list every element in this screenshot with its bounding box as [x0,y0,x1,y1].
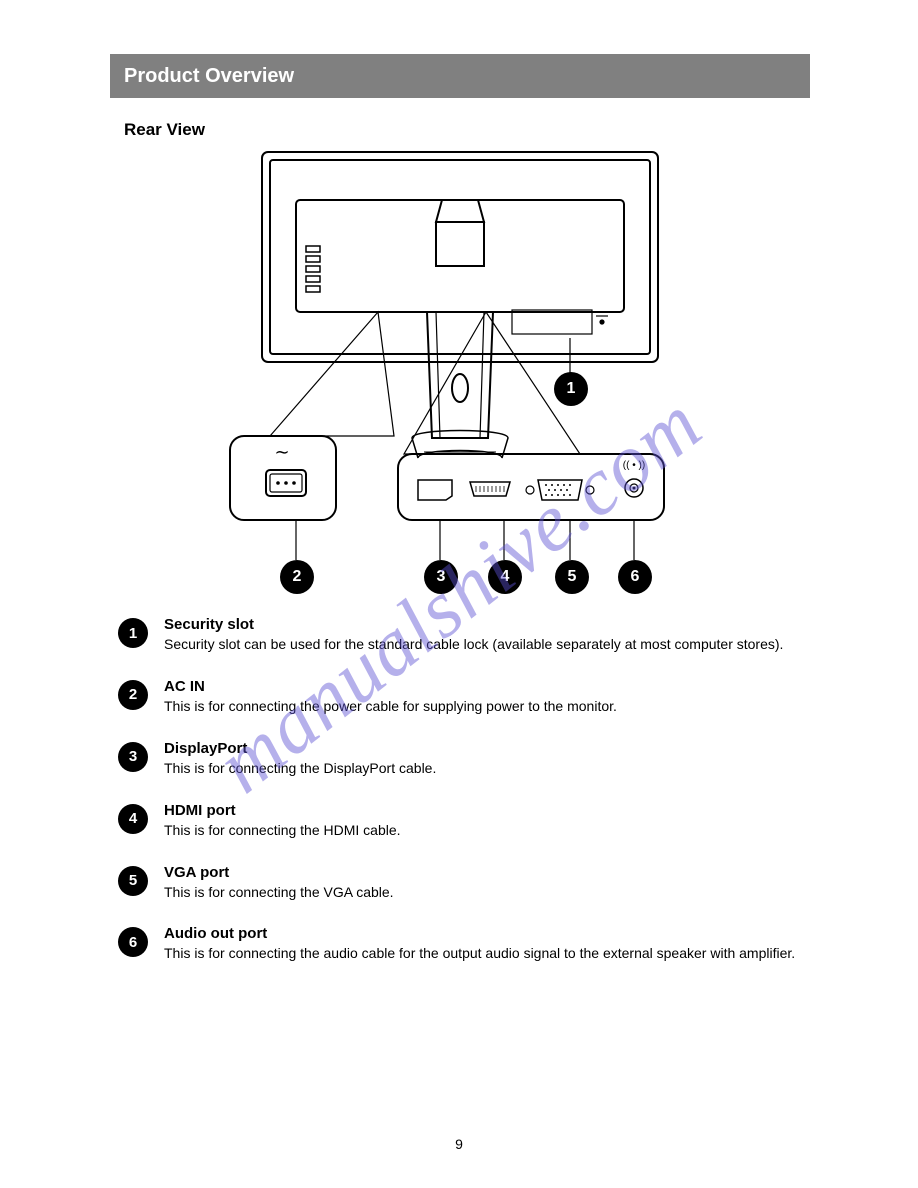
callout-2: 2 [280,560,314,594]
list-item-num: 1 [118,618,148,648]
list-item-num: 5 [118,866,148,896]
list-item-title: HDMI port [164,802,798,819]
list-item: 1 Security slot Security slot can be use… [118,616,798,654]
callout-6-num: 6 [631,568,640,586]
list-item-desc: This is for connecting the HDMI cable. [164,821,798,840]
port-list: 1 Security slot Security slot can be use… [118,616,798,987]
list-item-desc: This is for connecting the DisplayPort c… [164,759,798,778]
list-item-title: Audio out port [164,925,798,942]
rear-view-diagram: ∼ [0,0,918,620]
callout-5: 5 [555,560,589,594]
callout-3: 3 [424,560,458,594]
callout-2-num: 2 [293,568,302,586]
list-item-title: VGA port [164,864,798,881]
list-item-desc: This is for connecting the audio cable f… [164,944,798,963]
list-item-title: DisplayPort [164,740,798,757]
list-item-num: 3 [118,742,148,772]
list-item: 3 DisplayPort This is for connecting the… [118,740,798,778]
list-item-desc: Security slot can be used for the standa… [164,635,798,654]
list-item-title: AC IN [164,678,798,695]
list-item: 6 Audio out port This is for connecting … [118,925,798,963]
callout-3-num: 3 [437,568,446,586]
callout-5-num: 5 [568,568,577,586]
callout-1: 1 [554,372,588,406]
list-item-desc: This is for connecting the VGA cable. [164,883,798,902]
callout-1-num: 1 [567,380,576,398]
svg-text:(( • )): (( • )) [623,460,645,471]
list-item: 4 HDMI port This is for connecting the H… [118,802,798,840]
callout-4: 4 [488,560,522,594]
list-item-num: 6 [118,927,148,957]
svg-text:∼: ∼ [274,442,289,462]
callout-6: 6 [618,560,652,594]
list-item-num: 2 [118,680,148,710]
manual-page: Product Overview Rear View [0,0,918,1188]
list-item: 5 VGA port This is for connecting the VG… [118,864,798,902]
page-number: 9 [455,1136,463,1152]
list-item-desc: This is for connecting the power cable f… [164,697,798,716]
list-item-num: 4 [118,804,148,834]
list-item-title: Security slot [164,616,798,633]
list-item: 2 AC IN This is for connecting the power… [118,678,798,716]
callout-4-num: 4 [501,568,510,586]
